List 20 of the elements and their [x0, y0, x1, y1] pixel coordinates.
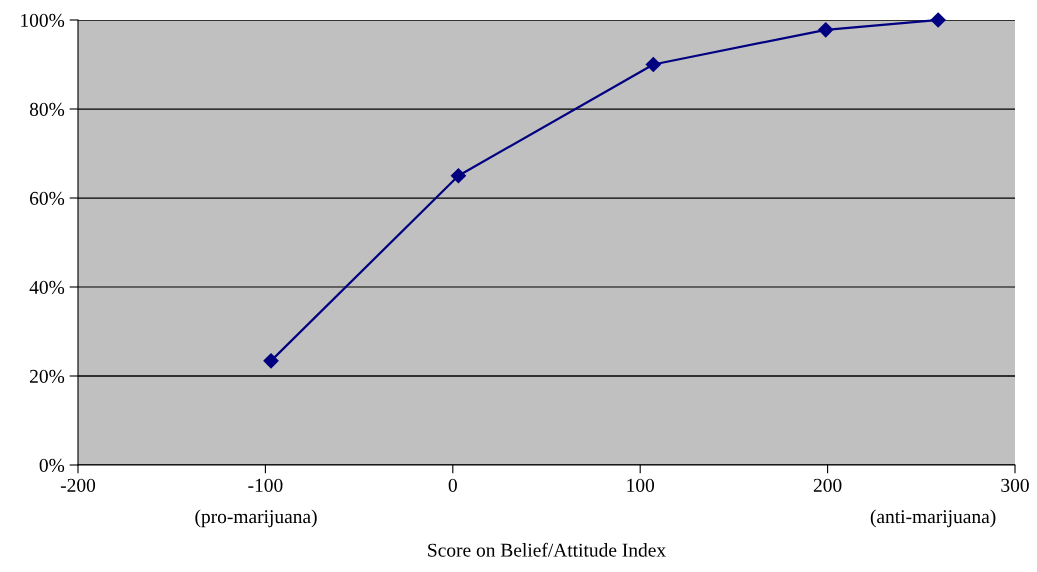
y-tick-label: 0% — [39, 458, 65, 472]
text: (pro-marijuana) — [195, 509, 317, 528]
x-tick-label: 100 — [627, 478, 655, 492]
x-tick-label: 300 — [1001, 478, 1029, 492]
point — [930, 12, 946, 28]
point — [263, 353, 279, 369]
x-tick-label: 0 — [448, 478, 457, 492]
y-tick-label: 100% — [21, 13, 65, 27]
y-tick-label: 40% — [29, 280, 65, 294]
y-tick-label: 60% — [30, 191, 65, 205]
point — [645, 56, 661, 73]
point — [450, 168, 466, 184]
x-tick-label: -200 — [60, 478, 96, 492]
point — [818, 22, 834, 38]
x-tick-label: 200 — [813, 478, 842, 492]
y-tick-label: 80% — [29, 102, 65, 116]
text: (anti-marijuana) — [870, 509, 996, 528]
y-tick-label: 20% — [30, 369, 65, 383]
x-tick-label: -100 — [248, 478, 283, 492]
x-axis-title: Score on Belief/Attitude Index — [428, 542, 666, 557]
